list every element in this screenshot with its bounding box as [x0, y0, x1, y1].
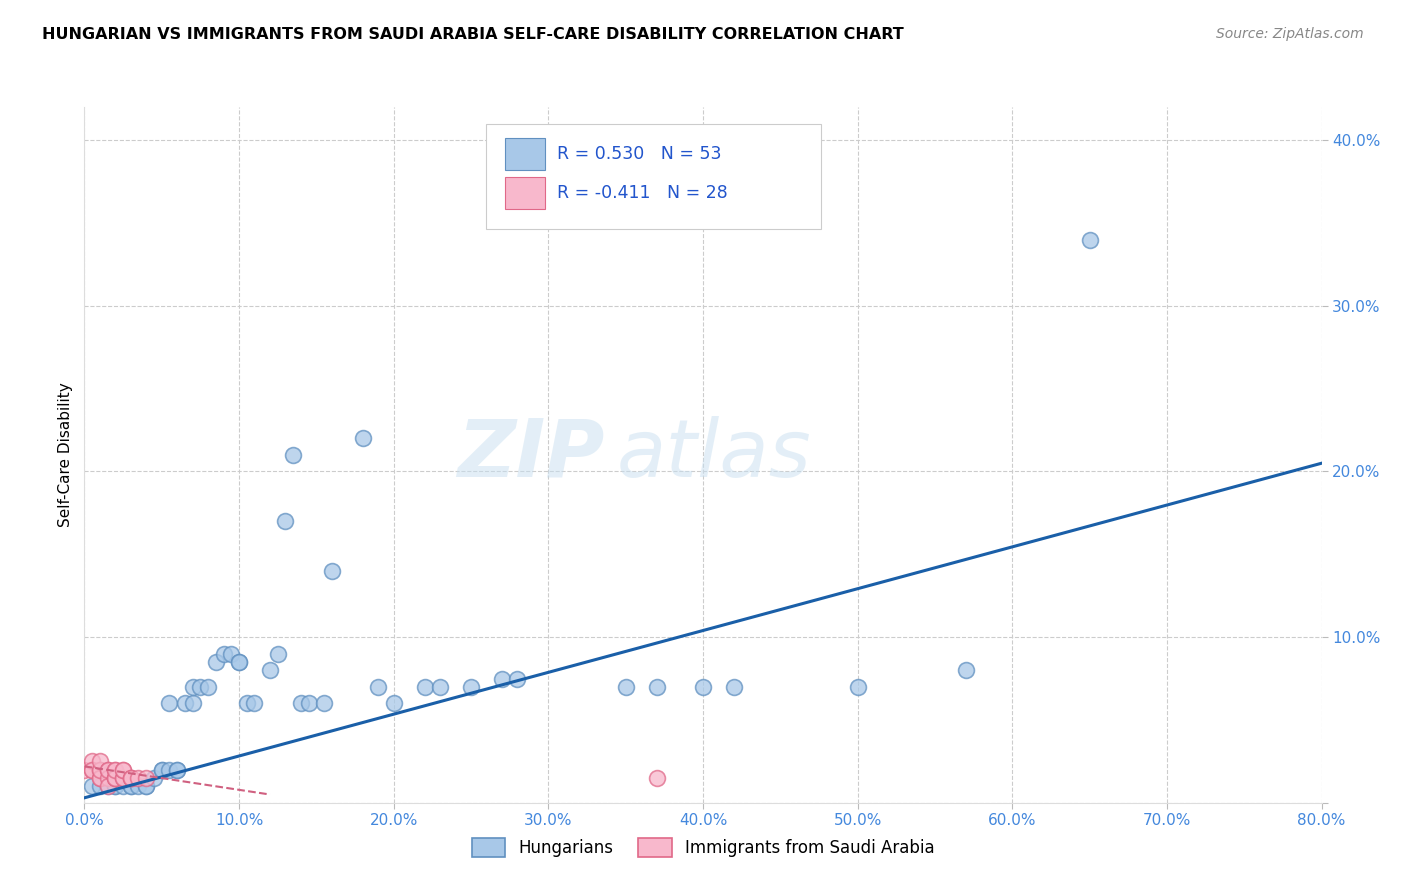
Point	[188, 680, 211, 694]
Point	[150, 763, 173, 777]
Point	[352, 431, 374, 445]
Point	[96, 779, 118, 793]
Point	[460, 680, 482, 694]
Point	[112, 771, 135, 785]
Point	[219, 647, 242, 661]
Point	[159, 763, 180, 777]
Point	[166, 763, 188, 777]
FancyBboxPatch shape	[486, 124, 821, 229]
Point	[104, 763, 127, 777]
Point	[112, 763, 135, 777]
Point	[143, 771, 166, 785]
Point	[89, 755, 111, 769]
Point	[89, 771, 111, 785]
Point	[259, 663, 281, 677]
Y-axis label: Self-Care Disability: Self-Care Disability	[58, 383, 73, 527]
Point	[312, 697, 335, 711]
FancyBboxPatch shape	[505, 178, 544, 210]
Point	[321, 564, 343, 578]
Point	[135, 779, 157, 793]
Point	[212, 647, 235, 661]
Point	[645, 680, 668, 694]
Point	[112, 779, 135, 793]
FancyBboxPatch shape	[505, 137, 544, 169]
Point	[166, 763, 188, 777]
Point	[89, 763, 111, 777]
Point	[955, 663, 977, 677]
Point	[104, 771, 127, 785]
Point	[120, 771, 142, 785]
Point	[82, 755, 104, 769]
Point	[235, 697, 259, 711]
Point	[104, 771, 127, 785]
Point	[135, 779, 157, 793]
Point	[104, 771, 127, 785]
Point	[127, 771, 149, 785]
Point	[491, 672, 513, 686]
Text: R = -0.411   N = 28: R = -0.411 N = 28	[557, 185, 728, 202]
Point	[205, 655, 228, 669]
Text: R = 0.530   N = 53: R = 0.530 N = 53	[557, 145, 721, 162]
Point	[104, 763, 127, 777]
Point	[197, 680, 219, 694]
Point	[181, 697, 204, 711]
Point	[159, 697, 180, 711]
Point	[96, 779, 118, 793]
Point	[135, 771, 157, 785]
Point	[243, 697, 266, 711]
Point	[120, 779, 142, 793]
Point	[112, 771, 135, 785]
Point	[382, 697, 405, 711]
Point	[150, 763, 173, 777]
Point	[290, 697, 312, 711]
Point	[89, 771, 111, 785]
Text: atlas: atlas	[616, 416, 811, 494]
Point	[89, 763, 111, 777]
Point	[1078, 233, 1101, 247]
Point	[96, 771, 118, 785]
Point	[120, 771, 142, 785]
Point	[367, 680, 389, 694]
Point	[112, 763, 135, 777]
Point	[228, 655, 250, 669]
Point	[429, 680, 451, 694]
Point	[104, 779, 127, 793]
Point	[120, 779, 142, 793]
Point	[96, 763, 118, 777]
Point	[73, 763, 96, 777]
Point	[120, 771, 142, 785]
Point	[692, 680, 714, 694]
Legend: Hungarians, Immigrants from Saudi Arabia: Hungarians, Immigrants from Saudi Arabia	[465, 831, 941, 864]
Point	[89, 779, 111, 793]
Text: Source: ZipAtlas.com: Source: ZipAtlas.com	[1216, 27, 1364, 41]
Text: HUNGARIAN VS IMMIGRANTS FROM SAUDI ARABIA SELF-CARE DISABILITY CORRELATION CHART: HUNGARIAN VS IMMIGRANTS FROM SAUDI ARABI…	[42, 27, 904, 42]
Point	[506, 672, 529, 686]
Point	[297, 697, 319, 711]
Point	[174, 697, 197, 711]
Point	[274, 514, 297, 528]
Point	[413, 680, 436, 694]
Point	[82, 763, 104, 777]
Point	[96, 763, 118, 777]
Text: ZIP: ZIP	[457, 416, 605, 494]
Point	[645, 771, 668, 785]
Point	[82, 779, 104, 793]
Point	[104, 779, 127, 793]
Point	[127, 779, 149, 793]
Point	[181, 680, 204, 694]
Point	[614, 680, 637, 694]
Point	[846, 680, 869, 694]
Point	[267, 647, 290, 661]
Point	[281, 448, 305, 462]
Point	[228, 655, 250, 669]
Point	[723, 680, 745, 694]
Point	[82, 763, 104, 777]
